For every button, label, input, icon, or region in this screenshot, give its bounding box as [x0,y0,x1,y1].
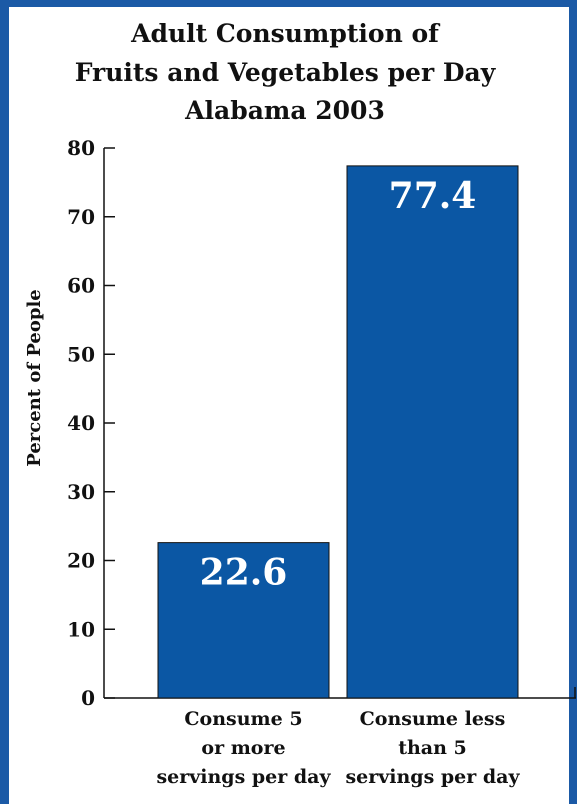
y-axis-label-group: Percent of People [24,289,45,466]
bars: 22.6 77.4 [157,165,519,699]
y-tick-label: 50 [67,342,95,366]
y-tick-label: 20 [67,549,95,573]
x-category-label: than 5 [398,737,467,759]
y-tick-label: 0 [81,686,95,710]
y-tick-label: 60 [67,274,95,298]
y-axis-label: Percent of People [24,289,45,466]
bar [157,542,330,699]
y-tick-label: 70 [67,205,95,229]
x-category-label: Consume less [360,708,506,730]
x-category-label: servings per day [345,766,520,788]
chart-title-line: Alabama 2003 [184,96,385,125]
x-category-label: Consume 5 [184,708,302,730]
y-tick-label: 10 [67,617,95,641]
chart-title-line: Fruits and Vegetables per Day [75,58,497,87]
x-category-label: or more [201,737,285,759]
y-tick-label: 40 [67,411,95,435]
chart-title: Adult Consumption of Fruits and Vegetable… [75,19,497,125]
bar-value-label: 22.6 [200,552,288,594]
bar [346,165,519,699]
x-category-label: servings per day [156,766,331,788]
x-axis-categories: Consume 5 or more servings per day Consume … [156,708,520,788]
y-tick-label: 30 [67,480,95,504]
y-tick-label: 80 [67,136,95,160]
chart-title-line: Adult Consumption of [130,19,441,48]
bar-value-label: 77.4 [389,175,477,217]
